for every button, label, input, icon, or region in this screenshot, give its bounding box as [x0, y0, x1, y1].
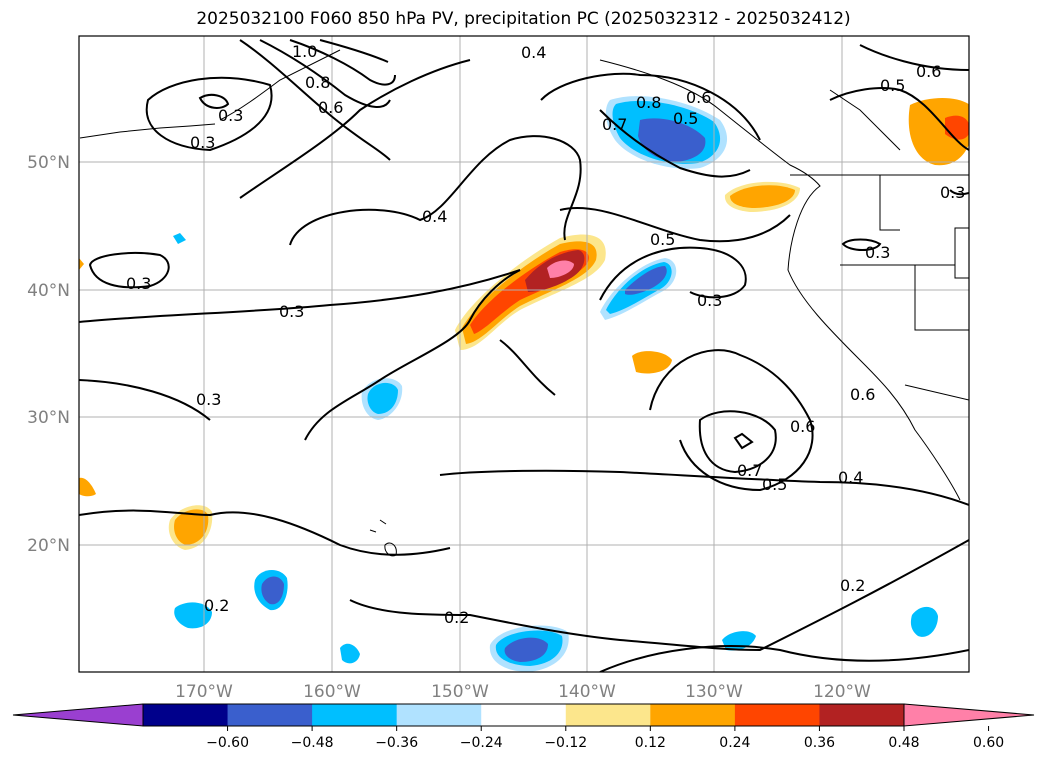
- colorbar-segment: [650, 704, 736, 726]
- contour-label: 0.3: [940, 183, 965, 202]
- contour-label: 0.3: [196, 390, 221, 409]
- colorbar-segment: [143, 704, 229, 726]
- contour-label: 0.2: [444, 608, 469, 627]
- contour-label: 0.6: [790, 417, 815, 436]
- contour-label: 0.3: [190, 133, 215, 152]
- colorbar-tick-label: −0.24: [460, 735, 503, 751]
- contour-label: 0.6: [686, 88, 711, 107]
- contour-label: 0.3: [697, 291, 722, 310]
- colorbar-tick-label: 0.12: [635, 735, 666, 751]
- lon-label: 140°W: [558, 682, 616, 702]
- colorbar-tick-label: 0.36: [804, 735, 835, 751]
- map-area: [79, 36, 969, 672]
- colorbar-segment: [312, 704, 398, 726]
- colorbar-segment: [396, 704, 482, 726]
- lon-label: 150°W: [431, 682, 489, 702]
- contour-label: 0.6: [916, 62, 941, 81]
- lat-label: 20°N: [27, 536, 70, 556]
- lat-label: 40°N: [27, 281, 70, 301]
- colorbar: −0.60 −0.48 −0.36 −0.24 −0.12 0.12 0.24 0.36 0.4…: [12, 703, 1035, 751]
- contour-label: 0.8: [305, 73, 330, 92]
- lon-label: 120°W: [813, 682, 871, 702]
- contour-label: 0.3: [218, 106, 243, 125]
- contour-label: 0.3: [126, 274, 151, 293]
- pv-contours: [79, 39, 969, 672]
- contour-label: 1.0: [292, 42, 317, 61]
- contour-label: 0.2: [840, 576, 865, 595]
- contour-label: 0.5: [880, 76, 905, 95]
- lat-label: 50°N: [27, 153, 70, 173]
- lat-label: 30°N: [27, 408, 70, 428]
- colorbar-tick-label: 0.60: [973, 735, 1004, 751]
- colorbar-tick-label: −0.48: [291, 735, 334, 751]
- lon-label: 130°W: [685, 682, 743, 702]
- coastlines: [79, 49, 969, 557]
- longitude-labels: 170°W 160°W 150°W 140°W 130°W 120°W: [175, 682, 871, 702]
- contour-label: 0.6: [850, 385, 875, 404]
- colorbar-segment: [734, 704, 820, 726]
- contour-label: 0.5: [762, 475, 787, 494]
- contour-label: 0.6: [318, 98, 343, 117]
- contour-label: 0.4: [838, 468, 863, 487]
- contour-label: 0.4: [521, 43, 546, 62]
- map-frame: [78, 35, 970, 673]
- contour-label: 0.7: [737, 461, 762, 480]
- contour-label: 0.5: [650, 230, 675, 249]
- contour-label: 0.3: [279, 302, 304, 321]
- colorbar-extend-low: [12, 703, 144, 727]
- colorbar-tick-label: 0.24: [719, 735, 750, 751]
- contour-label: 0.3: [865, 243, 890, 262]
- colorbar-tick-label: −0.12: [544, 735, 587, 751]
- colorbar-segment: [819, 704, 905, 726]
- contour-label: 0.7: [602, 115, 627, 134]
- contour-label: 0.8: [636, 93, 661, 112]
- colorbar-frame: [142, 703, 905, 727]
- colorbar-tick-label: −0.36: [375, 735, 418, 751]
- colorbar-segment: [565, 704, 651, 726]
- contour-label: 0.4: [422, 207, 447, 226]
- colorbar-tick-label: 0.48: [888, 735, 919, 751]
- latitude-labels: 50°N 40°N 30°N 20°N: [27, 153, 70, 556]
- lon-label: 160°W: [303, 682, 361, 702]
- lon-label: 170°W: [175, 682, 233, 702]
- colorbar-segment: [227, 704, 313, 726]
- colorbar-segment: [481, 704, 567, 726]
- map-title: 2025032100 F060 850 hPa PV, precipitatio…: [196, 9, 851, 29]
- contour-label: 0.5: [673, 109, 698, 128]
- graticule: [79, 36, 969, 672]
- contour-labels: 1.0 0.8 0.6 0.4 0.3 0.6 0.8 0.7 0.5 0.4 …: [126, 42, 965, 627]
- colorbar-extend-high: [903, 703, 1035, 727]
- contour-label: 0.2: [204, 596, 229, 615]
- colorbar-tick-label: −0.60: [206, 735, 249, 751]
